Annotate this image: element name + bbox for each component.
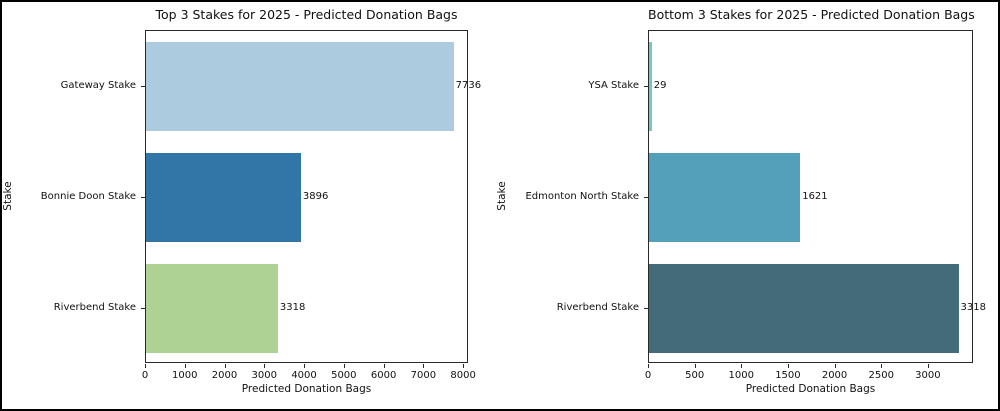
x-axis-tick <box>343 364 345 368</box>
x-tick-label: 8000 <box>450 370 476 381</box>
bar <box>146 42 454 131</box>
x-axis-tick <box>423 364 425 368</box>
x-axis-tick <box>881 364 883 368</box>
x-axis-tick <box>834 364 836 368</box>
x-tick-label: 2500 <box>868 370 894 381</box>
x-axis-tick <box>694 364 696 368</box>
y-category-label: YSA Stake <box>588 80 639 91</box>
y-axis-tick <box>141 307 145 309</box>
bar <box>649 42 652 131</box>
x-axis-tick <box>304 364 306 368</box>
x-tick-label: 2000 <box>821 370 848 381</box>
bar <box>146 153 301 242</box>
x-axis-tick <box>145 364 146 368</box>
y-axis-tick <box>644 307 648 309</box>
x-tick-label: 7000 <box>410 370 437 381</box>
y-axis-tick <box>644 85 648 87</box>
y-axis-tick <box>141 85 145 87</box>
plot-area <box>145 30 468 363</box>
x-tick-label: 1500 <box>775 370 801 381</box>
y-category-label: Bonnie Doon Stake <box>40 191 136 202</box>
x-axis-tick <box>224 364 226 368</box>
y-category-label: Riverbend Stake <box>53 302 136 313</box>
x-axis-label: Predicted Donation Bags <box>241 383 372 395</box>
x-tick-label: 6000 <box>370 370 397 381</box>
chart-title: Bottom 3 Stakes for 2025 - Predicted Don… <box>648 7 975 22</box>
bar <box>649 153 801 242</box>
y-category-label: Edmonton North Stake <box>525 191 639 202</box>
x-axis-tick <box>648 364 649 368</box>
bar-value-label: 3318 <box>279 301 306 313</box>
x-tick-label: 500 <box>685 370 705 381</box>
x-axis-tick <box>787 364 789 368</box>
x-tick-label: 0 <box>644 370 652 381</box>
chart-title: Top 3 Stakes for 2025 - Predicted Donati… <box>155 7 458 22</box>
bar <box>649 264 959 353</box>
bar-value-label: 1621 <box>802 190 828 202</box>
x-tick-label: 1000 <box>172 370 198 381</box>
bar-value-label: 29 <box>653 79 667 91</box>
x-tick-label: 0 <box>141 370 149 381</box>
x-tick-label: 1000 <box>728 370 755 381</box>
bar <box>146 264 278 353</box>
x-tick-label: 2000 <box>211 370 238 381</box>
bar-value-label: 7736 <box>455 79 482 91</box>
chart-panel-bottom3: Bottom 3 Stakes for 2025 - Predicted Don… <box>496 2 998 409</box>
x-axis-label: Predicted Donation Bags <box>745 383 876 395</box>
x-tick-label: 4000 <box>291 370 317 381</box>
chart-panel-top3: Top 3 Stakes for 2025 - Predicted Donati… <box>2 2 500 409</box>
y-category-label: Riverbend Stake <box>556 302 639 313</box>
x-tick-label: 3000 <box>915 370 941 381</box>
x-axis-tick <box>463 364 465 368</box>
x-tick-label: 5000 <box>331 370 357 381</box>
x-tick-label: 3000 <box>251 370 278 381</box>
y-axis-tick <box>141 196 145 198</box>
x-axis-tick <box>264 364 266 368</box>
x-axis-tick <box>383 364 385 368</box>
y-axis-tick <box>644 196 648 198</box>
x-axis-tick <box>741 364 743 368</box>
x-axis-tick <box>927 364 929 368</box>
y-category-label: Gateway Stake <box>60 80 136 91</box>
plot-area <box>648 30 973 363</box>
bar-value-label: 3896 <box>302 190 329 202</box>
x-axis-tick <box>184 364 186 368</box>
bar-value-label: 3318 <box>960 301 986 313</box>
